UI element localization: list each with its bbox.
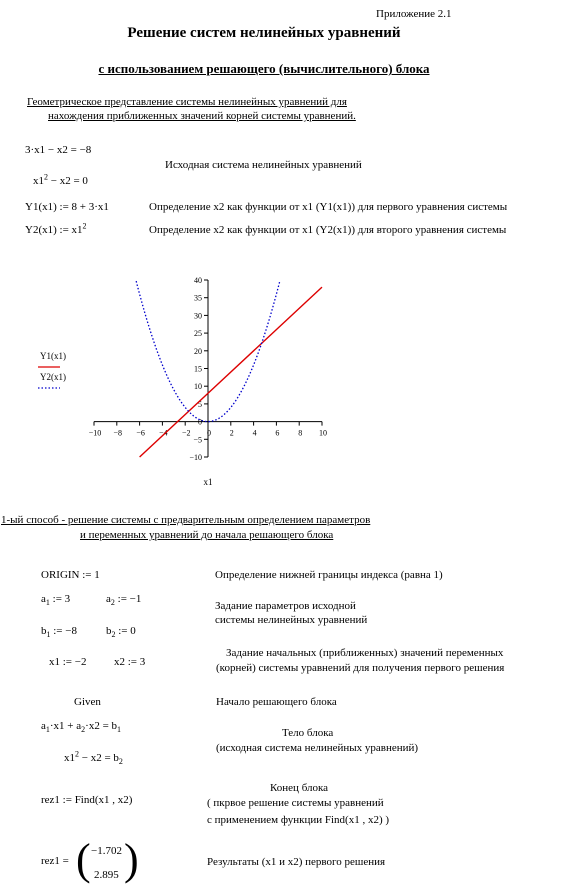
origin-definition: ORIGIN := 1 [41,569,100,581]
initial-description-line1: Задание начальных (приближенных) значени… [226,647,504,659]
x2-initial: x2 := 3 [114,656,146,668]
y1-definition: Y1(x1) := 8 + 3·x1 [25,201,109,213]
param-a2: a2 := −1 [106,593,142,608]
given-keyword: Given [74,696,101,708]
param-b1: b1 := −8 [41,625,77,640]
result-value-x1: −1.702 [91,845,122,857]
x-tick-label: 8 [298,429,302,438]
legend-label-1: Y1(x1) [40,351,66,361]
y-tick-label: 15 [194,365,202,374]
y2-description: Определение x2 как функции от x1 (Y2(x1)… [149,224,507,236]
y-tick-label: 5 [198,400,202,409]
x-tick-label: −6 [136,429,145,438]
y-tick-label: 0 [198,418,202,427]
section2-heading-line2: и переменных уравнений до начала решающе… [80,529,334,541]
y1-description: Определение x2 как функции от x1 (Y1(x1)… [149,201,508,213]
equation-caption: Исходная система нелинейных уравнений [165,159,362,171]
end-description-line1: Конец блока [270,782,329,794]
plot-axes: −10 −8 −6 −4 −2 0 2 4 6 8 10 40 35 30 25 20 15 10 5 0 −5 −10 x… [89,276,327,487]
y2-definition: Y2(x1) := x12 [25,221,87,236]
y-tick-label: −10 [189,453,202,462]
plot-legend: Y1(x1) Y2(x1) [38,351,66,389]
block-equation-1: a1·x1 + a2·x2 = b1 [41,720,122,735]
section2-heading-line1: 1-ый способ - решение системы с предвари… [1,514,371,526]
x-tick-label: 4 [253,429,257,438]
x-tick-label: −8 [114,429,123,438]
functions-plot: −10 −8 −6 −4 −2 0 2 4 6 8 10 40 35 30 25 20 15 10 5 0 −5 −10 x… [38,276,327,487]
params-description-line1: Задание параметров исходной [215,600,356,612]
x-tick-label: 2 [230,429,234,438]
x-tick-label: −10 [89,429,102,438]
x1-initial: x1 := −2 [49,656,87,668]
result-label: rez1 = [41,855,69,867]
given-description: Начало решающего блока [216,696,337,708]
y-tick-label: 10 [194,382,202,391]
x-tick-label: −4 [159,429,168,438]
y-tick-label: 20 [194,347,202,356]
page-title: Решение систем нелинейных уравнений [127,25,401,41]
x-tick-label: 0 [207,429,211,438]
x-tick-label: 6 [275,429,279,438]
result-value-x2: 2.895 [94,869,119,881]
plot-series [135,280,323,458]
section1-heading-line1: Геометрическое представление системы нел… [27,96,347,108]
end-description-line3: с применением функции Find(x1 , x2) ) [207,814,390,826]
block-equation-2: x12 − x2 = b2 [64,749,123,767]
end-description-line2: ( пкрвое решение системы уравнений [207,797,384,809]
param-a1: a1 := 3 [41,593,71,608]
result-description: Результаты (x1 и x2) первого решения [207,856,386,868]
param-b2: b2 := 0 [106,625,136,640]
params-description-line2: системы нелинейных уравнений [215,614,368,626]
x-tick-label: 10 [319,429,327,438]
y-tick-label: 30 [194,311,202,320]
initial-description-line2: (корней) системы уравнений для получения… [216,662,505,674]
series-1-line [139,286,323,458]
x-axis-label: x1 [204,477,213,487]
x-tick-label: −2 [182,429,191,438]
result-left-paren: ( [76,835,91,884]
result-right-paren: ) [124,835,139,884]
find-call: rez1 := Find(x1 , x2) [41,794,133,806]
equation-2: x12 − x2 = 0 [33,172,88,187]
body-description-line1: Тело блока [282,727,334,739]
y-tick-label: 35 [194,294,202,303]
y-tick-label: −5 [193,435,202,444]
equation-1: 3·x1 − x2 = −8 [25,144,92,156]
legend-label-2: Y2(x1) [40,372,66,382]
page-subtitle: с использованием решающего (вычислительн… [98,61,430,76]
origin-description: Определение нижней границы индекса (равн… [215,569,443,581]
body-description-line2: (исходная система нелинейных уравнений) [216,742,419,754]
y-tick-label: 25 [194,329,202,338]
series-2-line [135,280,281,423]
appendix-label: Приложение 2.1 [376,8,452,20]
section1-heading-line2: нахождения приближенных значений корней … [48,110,356,122]
y-tick-label: 40 [194,276,202,285]
